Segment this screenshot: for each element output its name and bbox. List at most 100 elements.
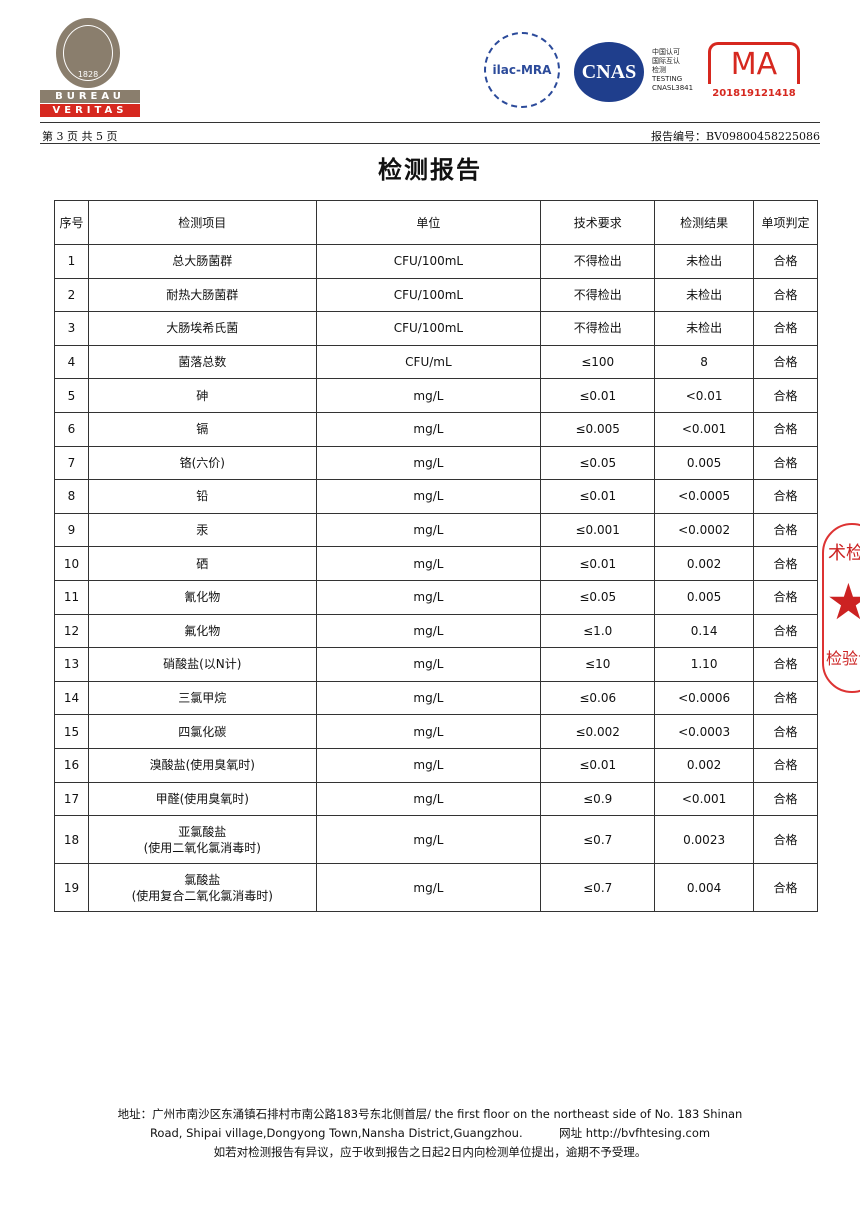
requirement: ≤0.005 xyxy=(540,411,656,447)
test-item: 菌落总数 xyxy=(87,344,317,380)
page-title: 检测报告 xyxy=(378,155,482,184)
table-row: 13 硝酸盐(以N计) mg/L ≤10 1.10 合格 xyxy=(54,647,818,682)
footer-address-website: Road, Shipai village,Dongyong Town,Nansh… xyxy=(149,1126,711,1140)
logo-year: 1828 xyxy=(63,25,113,81)
cnas-text: 中国认可 国际互认 检测 TESTING CNASL3841 xyxy=(652,48,694,92)
test-item: 大肠埃希氏菌 xyxy=(87,311,317,346)
bureau-veritas-logo: 1828 BUREAU VERITAS xyxy=(40,18,140,118)
table-row: 12 氟化物 mg/L ≤1.0 0.14 合格 xyxy=(54,613,818,649)
judgement: 合格 xyxy=(753,411,818,447)
result: 0.14 xyxy=(654,613,755,649)
row-number: 14 xyxy=(54,680,89,716)
unit: mg/L xyxy=(315,714,542,749)
table-row: 7 铬(六价) mg/L ≤0.05 0.005 合格 xyxy=(54,445,818,481)
star-icon: ★ xyxy=(826,573,860,631)
result: <0.001 xyxy=(654,781,755,817)
result: 未检出 xyxy=(654,277,755,313)
table-row: 17 甲醛(使用臭氧时) mg/L ≤0.9 <0.001 合格 xyxy=(54,781,818,817)
table-row: 11 氰化物 mg/L ≤0.05 0.005 合格 xyxy=(54,579,818,615)
row-number: 9 xyxy=(54,512,89,548)
row-number: 6 xyxy=(54,411,89,447)
unit: mg/L xyxy=(315,680,542,716)
unit: CFU/mL xyxy=(315,344,542,380)
unit: mg/L xyxy=(315,815,542,865)
col-header: 序号 xyxy=(54,200,89,245)
requirement: ≤0.7 xyxy=(540,815,656,865)
requirement: ≤0.002 xyxy=(540,714,656,749)
test-item: 硝酸盐(以N计) xyxy=(87,647,317,682)
requirement: ≤0.001 xyxy=(540,512,656,548)
judgement: 合格 xyxy=(753,277,818,313)
result: 未检出 xyxy=(654,311,755,346)
table-row: 5 砷 mg/L ≤0.01 <0.01 合格 xyxy=(54,378,818,413)
table-row: 19 氯酸盐 (使用复合二氧化氯消毒时) mg/L ≤0.7 0.004 合格 xyxy=(54,863,818,913)
judgement: 合格 xyxy=(753,863,818,913)
test-item: 镉 xyxy=(87,411,317,447)
result: 0.005 xyxy=(654,579,755,615)
test-item: 耐热大肠菌群 xyxy=(87,277,317,313)
report-number: 报告编号：BV09800458225086 xyxy=(650,130,820,143)
result: 8 xyxy=(654,344,755,380)
requirement: ≤0.01 xyxy=(540,747,656,783)
header-divider-2 xyxy=(40,143,820,144)
requirement: ≤0.01 xyxy=(540,378,656,413)
col-header: 单项判定 xyxy=(753,200,818,245)
row-number: 12 xyxy=(54,613,89,649)
unit: mg/L xyxy=(315,613,542,649)
test-item: 铬(六价) xyxy=(87,445,317,481)
test-item: 砷 xyxy=(87,378,317,413)
test-item: 甲醛(使用臭氧时) xyxy=(87,781,317,817)
table-row: 16 溴酸盐(使用臭氧时) mg/L ≤0.01 0.002 合格 xyxy=(54,747,818,783)
row-number: 2 xyxy=(54,277,89,313)
row-number: 16 xyxy=(54,747,89,783)
unit: mg/L xyxy=(315,579,542,615)
logo-text-veritas: VERITAS xyxy=(40,104,140,117)
judgement: 合格 xyxy=(753,747,818,783)
requirement: ≤10 xyxy=(540,647,656,682)
col-header: 技术要求 xyxy=(540,200,656,245)
footer-notice: 如若对检测报告有异议，应于收到报告之日起2日内向检测单位提出，逾期不予受理。 xyxy=(213,1145,647,1159)
judgement: 合格 xyxy=(753,479,818,514)
results-table: 序号 检测项目 单位 技术要求 检测结果 单项判定 1 总大肠菌群 CFU/100mL 不得检出… xyxy=(54,200,818,913)
ilac-mra-logo: ilac-MRA xyxy=(484,32,560,108)
requirement: ≤1.0 xyxy=(540,613,656,649)
unit: CFU/100mL xyxy=(315,277,542,313)
test-item: 三氯甲烷 xyxy=(87,680,317,716)
table-row: 8 铅 mg/L ≤0.01 <0.0005 合格 xyxy=(54,479,818,514)
cma-logo: MA xyxy=(708,42,800,84)
unit: CFU/100mL xyxy=(315,311,542,346)
result: <0.01 xyxy=(654,378,755,413)
result: <0.0006 xyxy=(654,680,755,716)
row-number: 5 xyxy=(54,378,89,413)
requirement: ≤0.06 xyxy=(540,680,656,716)
unit: mg/L xyxy=(315,647,542,682)
unit: mg/L xyxy=(315,479,542,514)
test-item: 硒 xyxy=(87,546,317,581)
row-number: 11 xyxy=(54,579,89,615)
unit: mg/L xyxy=(315,546,542,581)
test-item: 总大肠菌群 xyxy=(87,244,317,279)
judgement: 合格 xyxy=(753,613,818,649)
table-row: 4 菌落总数 CFU/mL ≤100 8 合格 xyxy=(54,344,818,380)
table-row: 1 总大肠菌群 CFU/100mL 不得检出 未检出 合格 xyxy=(54,244,818,279)
row-number: 18 xyxy=(54,815,89,865)
table-row: 3 大肠埃希氏菌 CFU/100mL 不得检出 未检出 合格 xyxy=(54,311,818,346)
judgement: 合格 xyxy=(753,311,818,346)
requirement: ≤0.9 xyxy=(540,781,656,817)
requirement: 不得检出 xyxy=(540,311,656,346)
test-item: 溴酸盐(使用臭氧时) xyxy=(87,747,317,783)
judgement: 合格 xyxy=(753,344,818,380)
row-number: 19 xyxy=(54,863,89,913)
unit: mg/L xyxy=(315,747,542,783)
table-row: 9 汞 mg/L ≤0.001 <0.0002 合格 xyxy=(54,512,818,548)
row-number: 3 xyxy=(54,311,89,346)
inspection-stamp: 术检 ★ 检验专 xyxy=(822,523,860,693)
judgement: 合格 xyxy=(753,244,818,279)
judgement: 合格 xyxy=(753,512,818,548)
row-number: 4 xyxy=(54,344,89,380)
unit: mg/L xyxy=(315,411,542,447)
table-row: 2 耐热大肠菌群 CFU/100mL 不得检出 未检出 合格 xyxy=(54,277,818,313)
row-number: 8 xyxy=(54,479,89,514)
row-number: 10 xyxy=(54,546,89,581)
requirement: 不得检出 xyxy=(540,244,656,279)
